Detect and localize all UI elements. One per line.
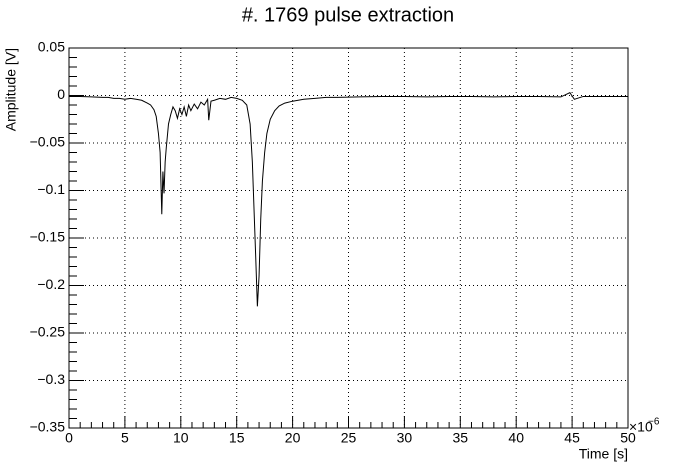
y-tick-label: −0.25 [30,324,66,340]
x-tick-label: 0 [65,430,73,446]
y-tick-label: −0.15 [30,229,66,245]
x-tick-label: 35 [453,430,469,446]
x-tick-label: 50 [620,430,636,446]
x-tick-label: 15 [229,430,245,446]
y-tick-label: −0.1 [37,181,65,197]
x-tick-label: 40 [508,430,524,446]
y-tick-label: 0.05 [38,39,65,55]
x-tick-label: 45 [564,430,580,446]
x-multiplier: ×10 [629,419,653,435]
x-tick-label: 30 [397,430,413,446]
x-multiplier-exponent: −6 [648,417,660,428]
y-tick-label: −0.35 [30,419,66,435]
waveform-line [69,92,628,307]
chart-title: #. 1769 pulse extraction [242,4,454,26]
y-axis-label: Amplitude [V] [3,48,19,131]
y-tick-label: −0.05 [30,134,66,150]
y-tick-label: −0.2 [37,276,65,292]
x-tick-label: 20 [285,430,301,446]
x-tick-label: 5 [121,430,129,446]
plot-frame [68,47,629,429]
x-tick-label: 10 [173,430,189,446]
y-tick-label: −0.3 [37,371,65,387]
x-axis-label: Time [s] [579,446,628,462]
x-tick-label: 25 [341,430,357,446]
y-tick-label: 0 [57,86,65,102]
